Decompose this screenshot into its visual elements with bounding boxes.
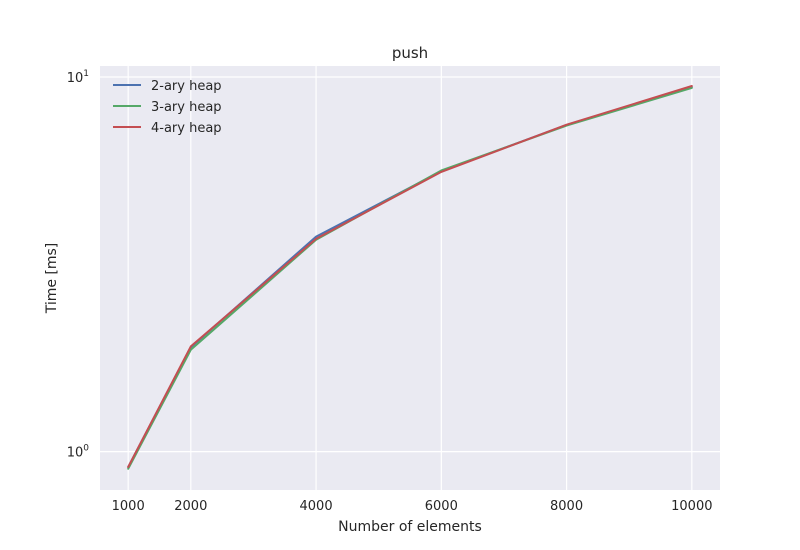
series-layer bbox=[127, 85, 693, 470]
plot-area bbox=[100, 66, 720, 490]
y-axis-label: Time [ms] bbox=[44, 243, 60, 315]
y-tick-label: 100 bbox=[67, 444, 90, 461]
x-tick-label: 10000 bbox=[671, 499, 712, 514]
y-axis-ticks: 100 101 bbox=[67, 69, 90, 461]
legend-label: 3-ary heap bbox=[151, 100, 222, 115]
x-tick-label: 6000 bbox=[425, 499, 458, 514]
x-tick-label: 4000 bbox=[300, 499, 333, 514]
x-tick-label: 1000 bbox=[112, 499, 145, 514]
x-axis-label: Number of elements bbox=[338, 519, 482, 535]
chart-title: push bbox=[392, 44, 428, 62]
x-axis-ticks: 1000 2000 4000 6000 8000 10000 bbox=[112, 499, 713, 514]
x-tick-label: 2000 bbox=[174, 499, 207, 514]
legend-label: 4-ary heap bbox=[151, 121, 222, 136]
x-tick-label: 8000 bbox=[550, 499, 583, 514]
legend: 2-ary heap 3-ary heap 4-ary heap bbox=[113, 79, 222, 136]
series-line-3 bbox=[127, 85, 693, 468]
grid bbox=[100, 66, 720, 490]
y-tick-label: 101 bbox=[67, 69, 89, 86]
legend-label: 2-ary heap bbox=[151, 79, 222, 94]
